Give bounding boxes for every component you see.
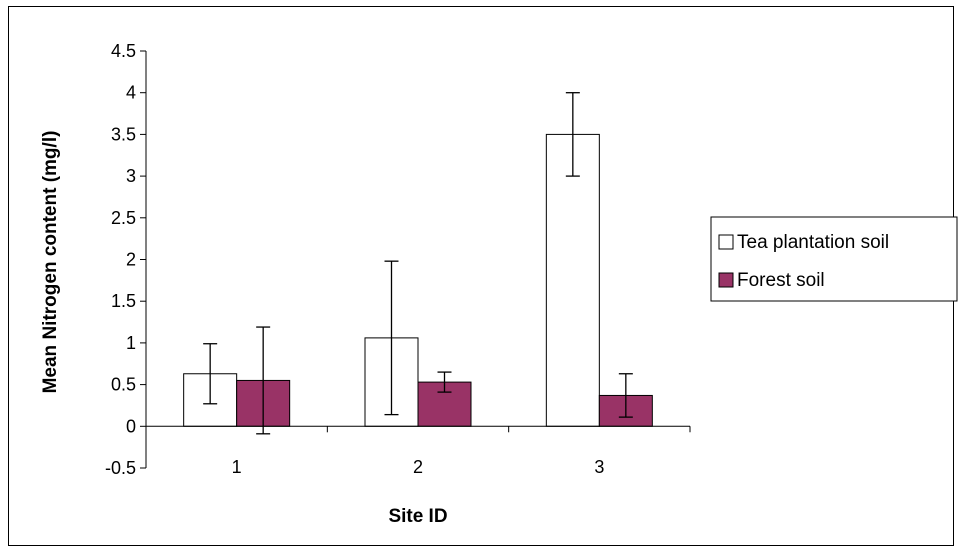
x-tick-label: 2 bbox=[413, 457, 423, 477]
legend: Tea plantation soil Forest soil bbox=[710, 216, 958, 302]
legend-label: Tea plantation soil bbox=[737, 232, 889, 253]
x-tick-label: 3 bbox=[594, 457, 604, 477]
y-tick-label: 2.5 bbox=[111, 208, 136, 228]
y-axis-ticks: -0.5 0 0.5 1 1.5 2 2.5 3 3.5 4 4.5 bbox=[105, 41, 146, 478]
y-tick-label: 2 bbox=[126, 250, 136, 270]
x-axis-ticks: 1 2 3 bbox=[145, 426, 691, 477]
legend-label: Forest soil bbox=[737, 270, 825, 291]
x-tick-label: 1 bbox=[232, 457, 242, 477]
y-tick-label: -0.5 bbox=[105, 458, 136, 478]
bar-tea-plantation-site-3 bbox=[545, 133, 600, 427]
axes bbox=[145, 51, 690, 468]
bars bbox=[183, 133, 653, 427]
x-axis-title: Site ID bbox=[388, 506, 447, 527]
legend-swatch bbox=[718, 272, 734, 288]
y-tick-label: 1 bbox=[126, 333, 136, 353]
legend-swatch bbox=[718, 234, 734, 250]
y-tick-label: 0 bbox=[126, 416, 136, 436]
y-tick-label: 3 bbox=[126, 166, 136, 186]
y-tick-label: 3.5 bbox=[111, 124, 136, 144]
legend-box bbox=[710, 216, 958, 302]
y-tick-label: 4 bbox=[126, 83, 136, 103]
error-bars bbox=[203, 92, 633, 435]
y-axis-title: Mean Nitrogen content (mg/l) bbox=[40, 131, 61, 394]
y-tick-label: 1.5 bbox=[111, 291, 136, 311]
y-tick-label: 0.5 bbox=[111, 375, 136, 395]
y-tick-label: 4.5 bbox=[111, 41, 136, 61]
